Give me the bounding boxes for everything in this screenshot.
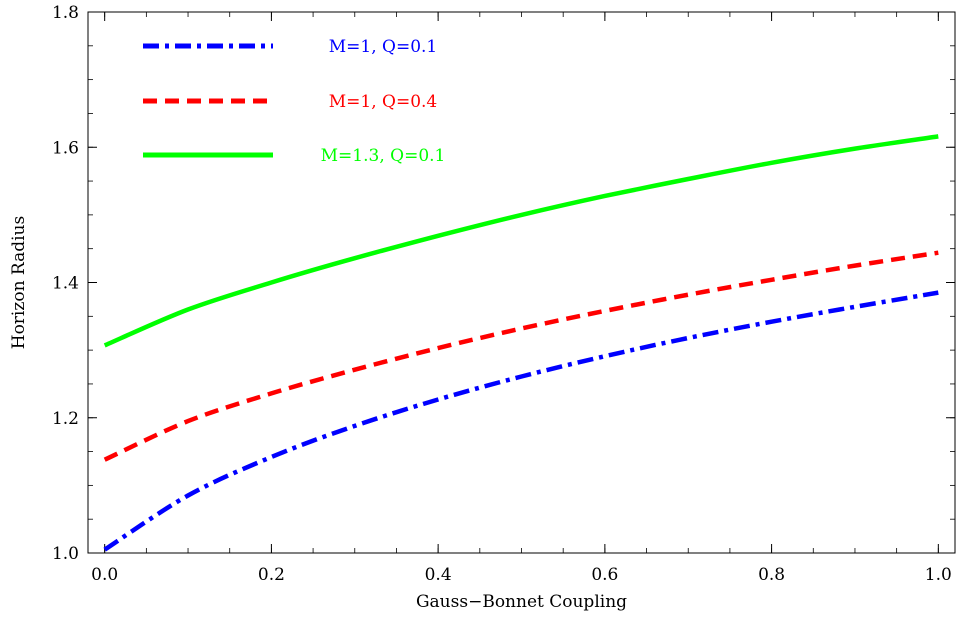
- legend-label-3: M=1.3, Q=0.1: [321, 146, 446, 166]
- x-tick-label: 0.2: [258, 565, 285, 585]
- legend-label-2: M=1, Q=0.4: [329, 92, 438, 112]
- x-tick-label: 0.4: [425, 565, 452, 585]
- legend-label-1: M=1, Q=0.1: [329, 37, 438, 57]
- legend: M=1, Q=0.1 M=1, Q=0.4 M=1.3, Q=0.1: [143, 37, 445, 166]
- y-tick-label: 1.6: [52, 138, 79, 158]
- y-tick-label: 1.2: [52, 409, 79, 429]
- series-layer: [103, 134, 939, 552]
- y-tick-label: 1.4: [52, 274, 79, 294]
- series-line-1: [103, 290, 939, 552]
- x-tick-label: 1.0: [925, 565, 952, 585]
- series-line-2: [103, 250, 939, 462]
- x-tick-label: 0.8: [758, 565, 785, 585]
- y-tick-label: 1.0: [52, 544, 79, 564]
- x-tick-label: 0.6: [591, 565, 618, 585]
- x-tick-label: 0.0: [91, 565, 118, 585]
- series-line-3: [103, 134, 939, 348]
- x-axis-title: Gauss−Bonnet Coupling: [416, 592, 627, 612]
- plot-frame: [87, 11, 956, 554]
- y-tick-label: 1.8: [52, 3, 79, 23]
- y-axis-title: Horizon Radius: [9, 216, 29, 350]
